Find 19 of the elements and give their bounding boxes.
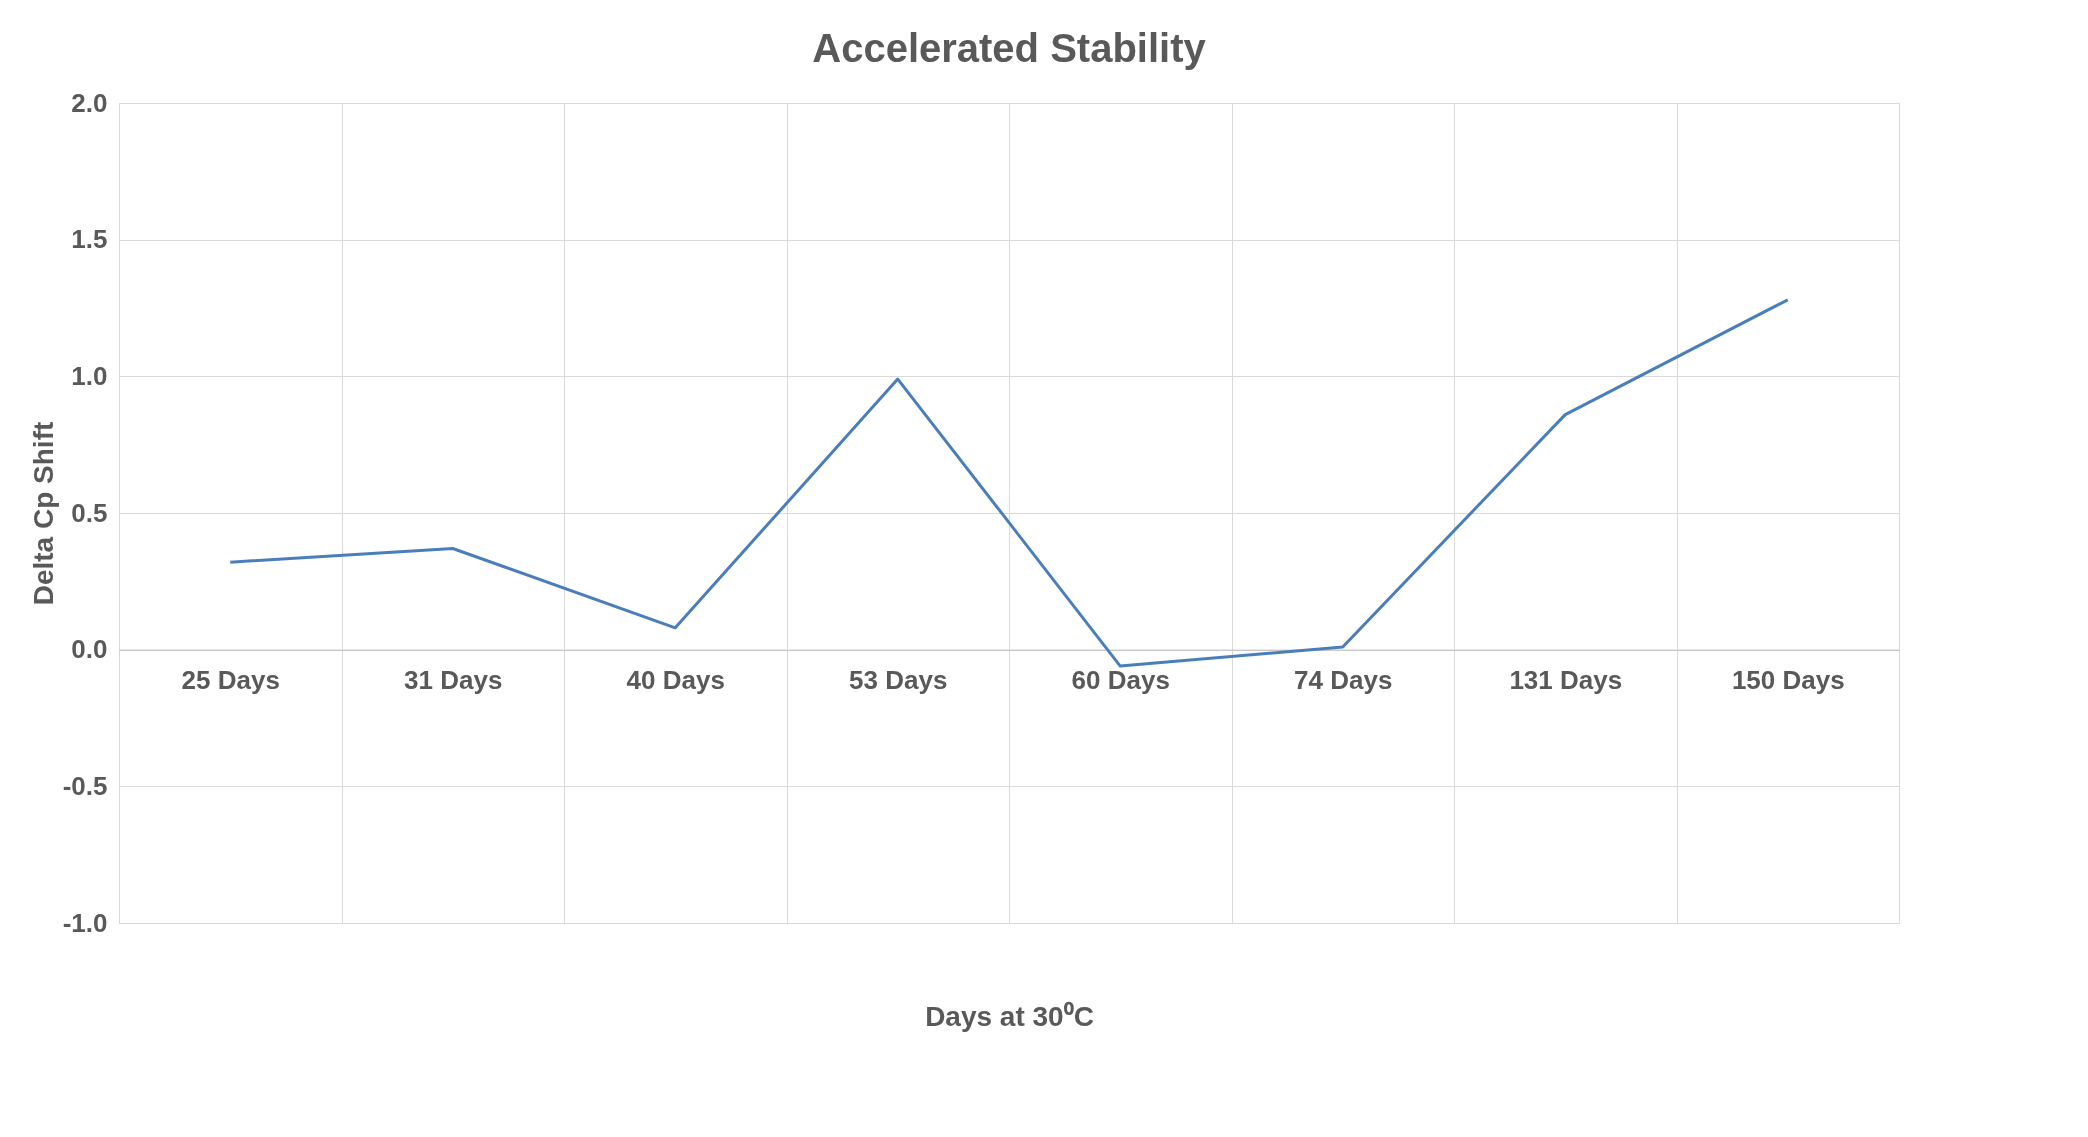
line-series [228, 298, 1790, 668]
x-axis-title: Days at 30⁰C [925, 1000, 1094, 1032]
x-tick-label: 131 Days [1509, 665, 1623, 696]
x-tick-label: 25 Days [181, 665, 280, 696]
x-tick-label: 31 Days [404, 665, 503, 696]
x-tick-label: 60 Days [1071, 665, 1170, 696]
y-tick-label: 2.0 [71, 87, 108, 118]
chart-title: Accelerated Stability [812, 26, 1207, 70]
x-tick-label: 40 Days [626, 665, 725, 696]
y-tick-label: 0.0 [71, 634, 108, 665]
x-tick-label: 150 Days [1731, 665, 1845, 696]
y-tick-label: 0.5 [71, 497, 108, 528]
x-tick-label: 74 Days [1294, 665, 1393, 696]
x-tick-label: 53 Days [849, 665, 948, 696]
y-tick-label: 1.5 [71, 224, 108, 255]
y-tick-label: -1.0 [62, 907, 108, 938]
y-tick-label: 1.0 [71, 360, 108, 391]
y-axis-title: Delta Cp Shift [27, 421, 59, 606]
y-tick-label: -0.5 [62, 770, 108, 801]
